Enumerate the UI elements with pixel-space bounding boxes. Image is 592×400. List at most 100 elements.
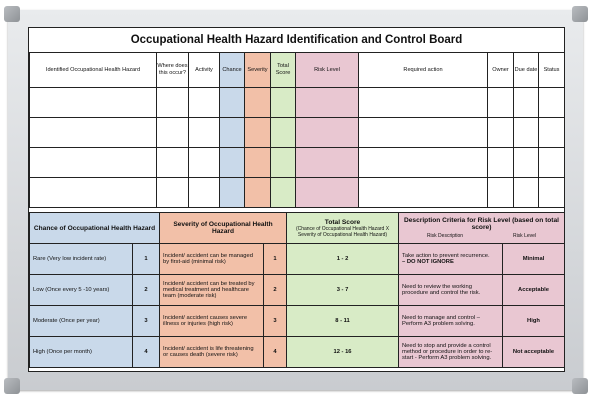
board-title: Occupational Health Hazard Identificatio… [29, 28, 564, 53]
chance-number: 3 [132, 305, 160, 337]
total-score-range: 12 - 16 [286, 336, 399, 368]
total-cell[interactable] [270, 147, 296, 178]
severity-cell[interactable] [244, 147, 271, 178]
action-cell[interactable] [358, 177, 488, 208]
due-cell[interactable] [513, 147, 539, 178]
action-cell[interactable] [358, 147, 488, 178]
legend-header-chance: Chance of Occupational Health Hazard [29, 212, 160, 244]
legend-header-row: Chance of Occupational Health Hazard Sev… [29, 212, 565, 244]
status-cell[interactable] [538, 177, 565, 208]
risk-level-label: Acceptable [502, 274, 565, 306]
activity-cell[interactable] [188, 117, 220, 148]
register-row [29, 87, 565, 118]
risk-level-label: Not acceptable [502, 336, 565, 368]
header-owner: Owner [487, 52, 514, 88]
due-cell[interactable] [513, 87, 539, 118]
chance-number: 4 [132, 336, 160, 368]
severity-cell[interactable] [244, 87, 271, 118]
chance-cell[interactable] [219, 177, 245, 208]
header-due: Due date [513, 52, 539, 88]
severity-number: 3 [263, 305, 287, 337]
hazard-cell[interactable] [29, 117, 157, 148]
where-cell[interactable] [156, 117, 189, 148]
header-chance: Chance [219, 52, 245, 88]
risk-description: Take action to prevent recurrence. – DO … [398, 243, 503, 275]
total-cell[interactable] [270, 117, 296, 148]
risk-description-text: Take action to prevent recurrence. [402, 253, 490, 259]
risk-cell[interactable] [295, 177, 359, 208]
chance-description: Rare (Very low incident rate) [29, 243, 133, 275]
where-cell[interactable] [156, 87, 189, 118]
hazard-cell[interactable] [29, 87, 157, 118]
legend-row: High (Once per month) 4 Incident/ accide… [29, 336, 565, 368]
register-row [29, 177, 565, 208]
legend-header-criteria-title: Description Criteria for Risk Level (bas… [404, 217, 559, 231]
action-cell[interactable] [358, 87, 488, 118]
severity-cell[interactable] [244, 177, 271, 208]
header-action: Required action [358, 52, 488, 88]
header-severity: Severity [244, 52, 271, 88]
severity-number: 2 [263, 274, 287, 306]
owner-cell[interactable] [487, 117, 514, 148]
status-cell[interactable] [538, 87, 565, 118]
activity-cell[interactable] [188, 177, 220, 208]
register-row [29, 147, 565, 178]
due-cell[interactable] [513, 177, 539, 208]
action-cell[interactable] [358, 117, 488, 148]
legend-row: Moderate (Once per year) 3 Incident/ acc… [29, 305, 565, 337]
frame-corner-top-right [572, 6, 588, 22]
frame-corner-top-left [4, 6, 20, 22]
total-score-range: 1 - 2 [286, 243, 399, 275]
severity-number: 1 [263, 243, 287, 275]
hazard-board: Occupational Health Hazard Identificatio… [28, 27, 565, 372]
register-header-row: Identified Occupational Health Hazard Wh… [29, 52, 565, 88]
header-total: Total Score [270, 52, 296, 88]
risk-cell[interactable] [295, 147, 359, 178]
header-where: Where does this occur? [156, 52, 189, 88]
severity-description: Incident/ accident can be treated by med… [159, 274, 264, 306]
owner-cell[interactable] [487, 147, 514, 178]
header-risk: Risk Level [295, 52, 359, 88]
risk-cell[interactable] [295, 87, 359, 118]
total-cell[interactable] [270, 177, 296, 208]
risk-description: Need to review the working procedure and… [398, 274, 503, 306]
severity-cell[interactable] [244, 117, 271, 148]
hazard-cell[interactable] [29, 177, 157, 208]
total-cell[interactable] [270, 87, 296, 118]
legend-row: Rare (Very low incident rate) 1 Incident… [29, 243, 565, 275]
severity-description: Incident/ accident causes severe illness… [159, 305, 264, 337]
status-cell[interactable] [538, 117, 565, 148]
risk-description-note: – DO NOT IGNORE [402, 259, 454, 265]
chance-description: Low (Once every 5 -10 years) [29, 274, 133, 306]
status-cell[interactable] [538, 147, 565, 178]
risk-level-label: Minimal [502, 243, 565, 275]
header-status: Status [538, 52, 565, 88]
where-cell[interactable] [156, 177, 189, 208]
chance-cell[interactable] [219, 87, 245, 118]
legend-header-total-sub: (Chance of Occupational Health Hazard X … [295, 225, 390, 238]
owner-cell[interactable] [487, 177, 514, 208]
hazard-cell[interactable] [29, 147, 157, 178]
hazard-register-table: Identified Occupational Health Hazard Wh… [29, 52, 565, 208]
frame-corner-bottom-left [4, 378, 20, 394]
total-score-range: 3 - 7 [286, 274, 399, 306]
legend-header-severity: Severity of Occupational Health Hazard [159, 212, 287, 244]
activity-cell[interactable] [188, 147, 220, 178]
chance-cell[interactable] [219, 117, 245, 148]
legend-header-total: Total Score (Chance of Occupational Heal… [286, 212, 399, 244]
owner-cell[interactable] [487, 87, 514, 118]
frame-corner-bottom-right [572, 378, 588, 394]
chance-description: Moderate (Once per year) [29, 305, 133, 337]
legend-row: Low (Once every 5 -10 years) 2 Incident/… [29, 274, 565, 306]
chance-cell[interactable] [219, 147, 245, 178]
chance-description: High (Once per month) [29, 336, 133, 368]
risk-matrix-legend: Chance of Occupational Health Hazard Sev… [29, 212, 565, 368]
risk-cell[interactable] [295, 117, 359, 148]
due-cell[interactable] [513, 117, 539, 148]
register-row [29, 117, 565, 148]
legend-header-risk-level: Risk Level [512, 233, 537, 239]
header-hazard: Identified Occupational Health Hazard [29, 52, 157, 88]
risk-level-label: High [502, 305, 565, 337]
where-cell[interactable] [156, 147, 189, 178]
activity-cell[interactable] [188, 87, 220, 118]
